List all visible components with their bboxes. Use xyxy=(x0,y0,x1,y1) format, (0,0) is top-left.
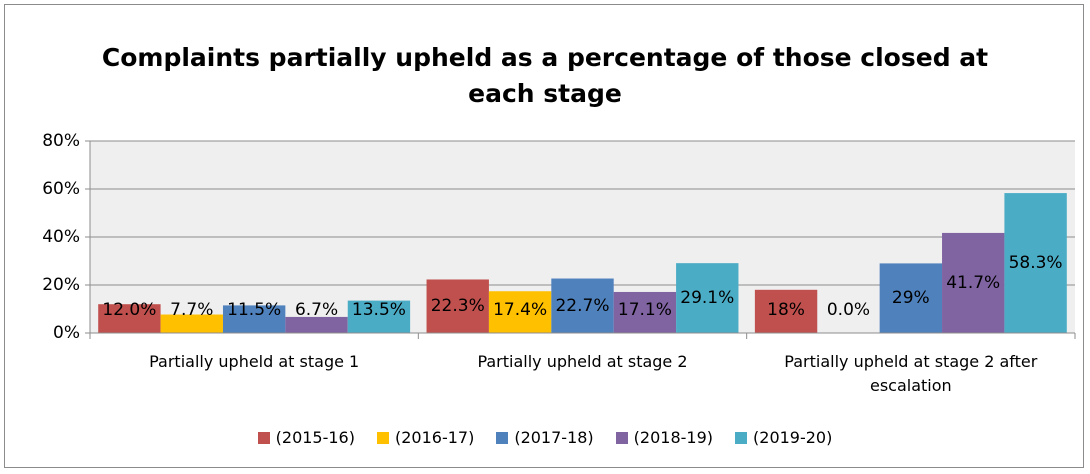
legend: (2015-16) (2016-17) (2017-18) (2018-19) (201… xyxy=(0,428,1090,447)
bar xyxy=(426,279,489,333)
y-tick-label: 20% xyxy=(42,275,80,295)
legend-item: (2015-16) xyxy=(257,428,355,447)
bar xyxy=(942,232,1005,333)
legend-swatch xyxy=(615,431,628,444)
legend-item: (2016-17) xyxy=(376,428,475,447)
chart-title: Complaints partially upheld as a percent… xyxy=(101,43,989,108)
legend-label: (2017-18) xyxy=(514,428,594,447)
data-label: 58.3% xyxy=(1009,253,1063,273)
y-tick-label: 40% xyxy=(42,227,80,247)
bar xyxy=(754,289,818,333)
data-label: 22.3% xyxy=(431,296,485,316)
data-label: 0.0% xyxy=(827,300,870,320)
data-label: 41.7% xyxy=(946,273,1000,293)
bar xyxy=(551,278,614,333)
data-label: 22.7% xyxy=(555,296,609,316)
data-label: 18% xyxy=(767,300,805,320)
x-tick-label: Partially upheld at stage 1 xyxy=(149,352,360,371)
legend-swatch xyxy=(496,431,509,444)
data-label: 6.7% xyxy=(295,300,338,320)
bar xyxy=(613,291,677,333)
chart-border xyxy=(4,4,1084,468)
data-label: 29.1% xyxy=(680,288,734,308)
y-tick-label: 80% xyxy=(42,131,80,151)
data-label: 7.7% xyxy=(170,300,213,320)
data-label: 29% xyxy=(892,288,930,308)
bar xyxy=(1004,193,1067,333)
legend-label: (2016-17) xyxy=(394,428,475,447)
data-label: 12.0% xyxy=(102,300,156,320)
data-label: 17.4% xyxy=(493,300,547,320)
bar xyxy=(347,300,411,333)
bar xyxy=(160,314,223,333)
bar xyxy=(285,316,348,333)
legend-swatch xyxy=(735,431,748,444)
legend-label: (2015-16) xyxy=(275,428,355,447)
y-tick-label: 0% xyxy=(53,323,80,343)
legend-label: (2019-20) xyxy=(753,428,833,447)
legend-item: (2019-20) xyxy=(735,428,832,447)
data-label: 13.5% xyxy=(352,300,406,320)
x-tick-label: Partially upheld at stage 2 after escala… xyxy=(784,352,1038,395)
legend-swatch xyxy=(257,431,270,444)
legend-swatch xyxy=(376,431,389,444)
bar xyxy=(488,291,552,333)
bar xyxy=(98,304,161,333)
data-label: 17.1% xyxy=(618,300,672,320)
bar xyxy=(222,305,286,333)
data-label: 11.5% xyxy=(227,300,281,320)
y-tick-label: 60% xyxy=(42,179,80,199)
bar xyxy=(676,263,739,333)
bar xyxy=(879,263,943,333)
legend-label: (2018-19) xyxy=(633,428,714,447)
x-tick-label: Partially upheld at stage 2 xyxy=(477,352,688,371)
legend-item: (2017-18) xyxy=(496,428,594,447)
legend-item: (2018-19) xyxy=(615,428,714,447)
